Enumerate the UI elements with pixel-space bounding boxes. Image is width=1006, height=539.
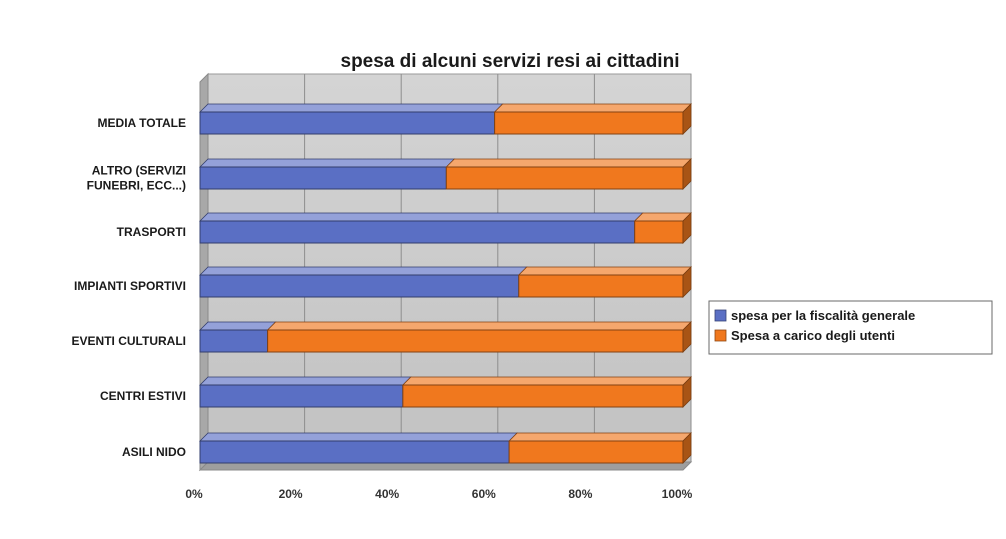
bar-segment [199, 321, 277, 353]
bar-segment [633, 212, 692, 244]
category-label: MEDIA TOTALE [98, 116, 186, 130]
category-label: IMPIANTI SPORTIVI [74, 279, 186, 293]
bar-segment [401, 376, 692, 408]
category-label: ALTRO (SERVIZI [92, 164, 186, 178]
bar-segment [508, 432, 692, 464]
x-tick-label: 100% [662, 487, 693, 501]
legend-swatch [714, 329, 727, 342]
x-tick-label: 40% [375, 487, 399, 501]
legend-box [708, 300, 993, 355]
category-label: CENTRI ESTIVI [100, 389, 186, 403]
chart-title: spesa di alcuni servizi resi ai cittadin… [341, 51, 680, 72]
bar-segment [199, 158, 456, 190]
legend-label: Spesa a carico degli utenti [731, 328, 895, 343]
bar-segment [199, 432, 519, 464]
bar-segment [266, 321, 692, 353]
bar-segment [199, 212, 644, 244]
legend-swatch [714, 309, 727, 322]
category-label: EVENTI CULTURALI [72, 334, 186, 348]
category-label: TRASPORTI [117, 225, 186, 239]
bar-segment [445, 158, 692, 190]
x-tick-label: 0% [185, 487, 203, 501]
x-tick-label: 20% [279, 487, 303, 501]
x-tick-label: 60% [472, 487, 496, 501]
bar-segment [493, 103, 692, 135]
legend: spesa per la fiscalità generale Spesa a c… [708, 300, 993, 355]
x-tick-label: 80% [568, 487, 592, 501]
legend-label: spesa per la fiscalità generale [731, 308, 915, 323]
bar-segment [517, 266, 692, 298]
bar-segment [199, 376, 412, 408]
category-label: FUNEBRI, ECC...) [87, 179, 186, 193]
bar-segment [199, 103, 504, 135]
bar-segment [199, 266, 528, 298]
category-label: ASILI NIDO [122, 445, 186, 459]
